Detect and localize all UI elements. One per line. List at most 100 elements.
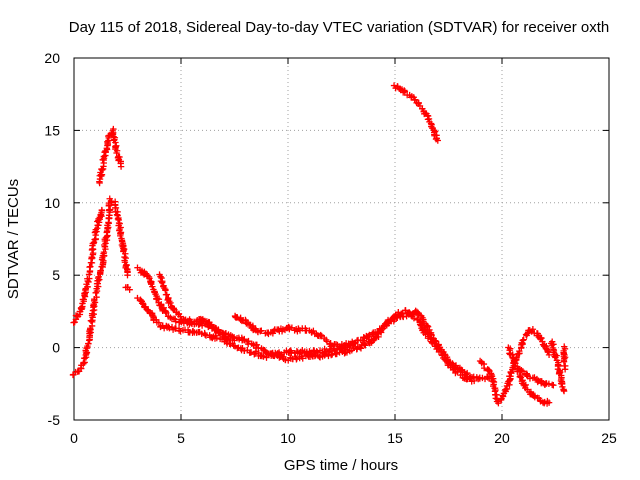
data-point bbox=[80, 296, 87, 303]
axis-ticks: 0 5 10 15 20 25 -5 0 5 10 15 20 bbox=[44, 50, 617, 446]
data-point bbox=[242, 316, 249, 324]
data-point bbox=[524, 371, 531, 379]
data-point bbox=[401, 88, 409, 95]
x-tick-label: 25 bbox=[601, 430, 617, 446]
data-point bbox=[538, 334, 545, 342]
data-point bbox=[252, 348, 260, 355]
data-point bbox=[395, 309, 402, 316]
data-point bbox=[100, 250, 107, 257]
data-point bbox=[376, 326, 384, 333]
x-tick-label: 0 bbox=[70, 430, 78, 446]
y-tick-label: 15 bbox=[44, 122, 60, 138]
data-point bbox=[349, 338, 356, 346]
data-point bbox=[364, 333, 372, 340]
data-point bbox=[89, 240, 97, 247]
y-tick-label: 20 bbox=[44, 50, 60, 66]
data-point bbox=[550, 347, 558, 355]
data-point bbox=[447, 362, 454, 369]
data-point bbox=[126, 286, 133, 293]
y-tick-label: 5 bbox=[52, 267, 60, 283]
data-point bbox=[143, 306, 151, 313]
data-point bbox=[113, 149, 120, 157]
data-point bbox=[509, 354, 516, 361]
data-point bbox=[260, 353, 267, 360]
data-point bbox=[111, 204, 119, 212]
data-point bbox=[116, 225, 123, 233]
data-point bbox=[424, 323, 432, 330]
data-point bbox=[155, 319, 163, 326]
x-tick-label: 5 bbox=[177, 430, 185, 446]
data-point bbox=[545, 351, 553, 359]
data-point bbox=[434, 137, 441, 144]
y-tick-label: 10 bbox=[44, 195, 60, 211]
y-tick-label: -5 bbox=[48, 412, 61, 428]
data-point bbox=[560, 387, 568, 395]
plot-frame bbox=[73, 57, 610, 421]
chart-title: Day 115 of 2018, Sidereal Day-to-day VTE… bbox=[69, 19, 610, 36]
data-point bbox=[189, 328, 197, 335]
data-point bbox=[519, 337, 526, 344]
x-tick-label: 20 bbox=[494, 430, 510, 446]
data-point bbox=[362, 342, 369, 349]
data-point bbox=[160, 304, 168, 311]
data-point bbox=[213, 334, 221, 342]
data-point bbox=[288, 349, 295, 356]
data-point bbox=[357, 345, 365, 352]
data-point bbox=[92, 226, 100, 233]
data-point bbox=[146, 275, 153, 282]
grid bbox=[74, 58, 609, 420]
data-point bbox=[551, 353, 558, 360]
data-point bbox=[431, 128, 439, 135]
data-point bbox=[561, 345, 569, 352]
data-point bbox=[529, 326, 537, 333]
data-point bbox=[77, 304, 85, 311]
data-point bbox=[121, 257, 128, 264]
data-point bbox=[106, 206, 113, 214]
data-point bbox=[106, 195, 113, 202]
data-point bbox=[454, 368, 461, 375]
data-point bbox=[85, 278, 92, 286]
data-point bbox=[148, 310, 156, 317]
data-point bbox=[163, 291, 171, 298]
x-tick-label: 10 bbox=[280, 430, 296, 446]
data-point bbox=[170, 305, 177, 312]
data-point bbox=[516, 373, 524, 380]
data-point bbox=[427, 335, 435, 343]
data-point bbox=[258, 327, 265, 334]
data-point bbox=[139, 300, 146, 307]
data-point bbox=[310, 347, 317, 354]
data-point bbox=[424, 112, 432, 120]
data-point bbox=[97, 267, 104, 274]
data-marks bbox=[69, 82, 569, 407]
data-point bbox=[271, 352, 278, 360]
x-axis-label: GPS time / hours bbox=[284, 457, 398, 474]
y-tick-label: 0 bbox=[52, 340, 60, 356]
data-point bbox=[524, 330, 531, 337]
data-point bbox=[437, 348, 445, 355]
data-point bbox=[198, 330, 205, 338]
data-point bbox=[313, 348, 320, 355]
data-point bbox=[231, 337, 238, 344]
data-point bbox=[411, 96, 419, 103]
data-point bbox=[253, 341, 261, 349]
data-point bbox=[230, 342, 237, 349]
data-point bbox=[100, 153, 108, 160]
data-point bbox=[310, 327, 317, 335]
data-point bbox=[545, 399, 553, 406]
data-point bbox=[539, 338, 546, 345]
data-point bbox=[186, 316, 193, 323]
data-point bbox=[263, 354, 270, 361]
data-point bbox=[326, 346, 334, 354]
x-tick-label: 15 bbox=[387, 430, 403, 446]
data-point bbox=[556, 369, 563, 377]
data-point bbox=[470, 377, 478, 385]
data-point bbox=[327, 351, 335, 359]
data-point bbox=[331, 340, 338, 348]
data-point bbox=[511, 359, 519, 367]
data-point bbox=[561, 366, 569, 373]
data-point bbox=[80, 359, 87, 366]
data-point bbox=[104, 222, 111, 229]
data-point bbox=[104, 138, 111, 145]
data-point bbox=[85, 340, 92, 347]
